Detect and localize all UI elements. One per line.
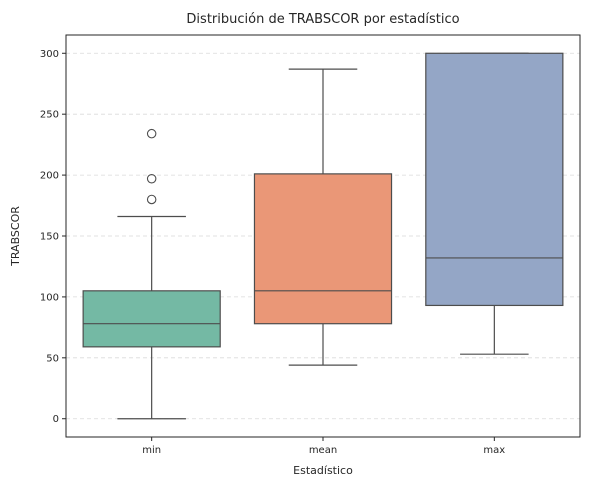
x-axis-ticks: min mean max: [142, 437, 505, 456]
y-axis-ticks: 0 50 100 150 200 250 300: [40, 49, 66, 425]
box-layer: [82, 52, 564, 420]
outlier-point: [146, 194, 157, 205]
y-tick-label: 0: [53, 414, 59, 425]
outlier-point: [146, 128, 157, 139]
x-tick-label: max: [483, 445, 505, 456]
box-iqr: [253, 173, 393, 325]
x-tick-label: mean: [309, 445, 337, 456]
x-tick-label: min: [142, 445, 161, 456]
y-tick-label: 150: [40, 232, 59, 243]
box-min: [82, 128, 221, 420]
y-tick-label: 200: [40, 171, 59, 182]
box-mean: [253, 68, 393, 366]
y-tick-label: 250: [40, 110, 59, 121]
outlier-point: [146, 173, 157, 184]
chart-title: Distribución de TRABSCOR por estadístico: [186, 12, 459, 27]
y-tick-label: 50: [46, 353, 59, 364]
x-axis-label: Estadístico: [293, 464, 353, 477]
box-iqr: [425, 52, 564, 307]
box-iqr: [82, 290, 221, 348]
y-axis-label: TRABSCOR: [9, 206, 22, 267]
box-max: [425, 52, 564, 355]
y-tick-label: 300: [40, 49, 59, 60]
y-tick-label: 100: [40, 292, 59, 303]
